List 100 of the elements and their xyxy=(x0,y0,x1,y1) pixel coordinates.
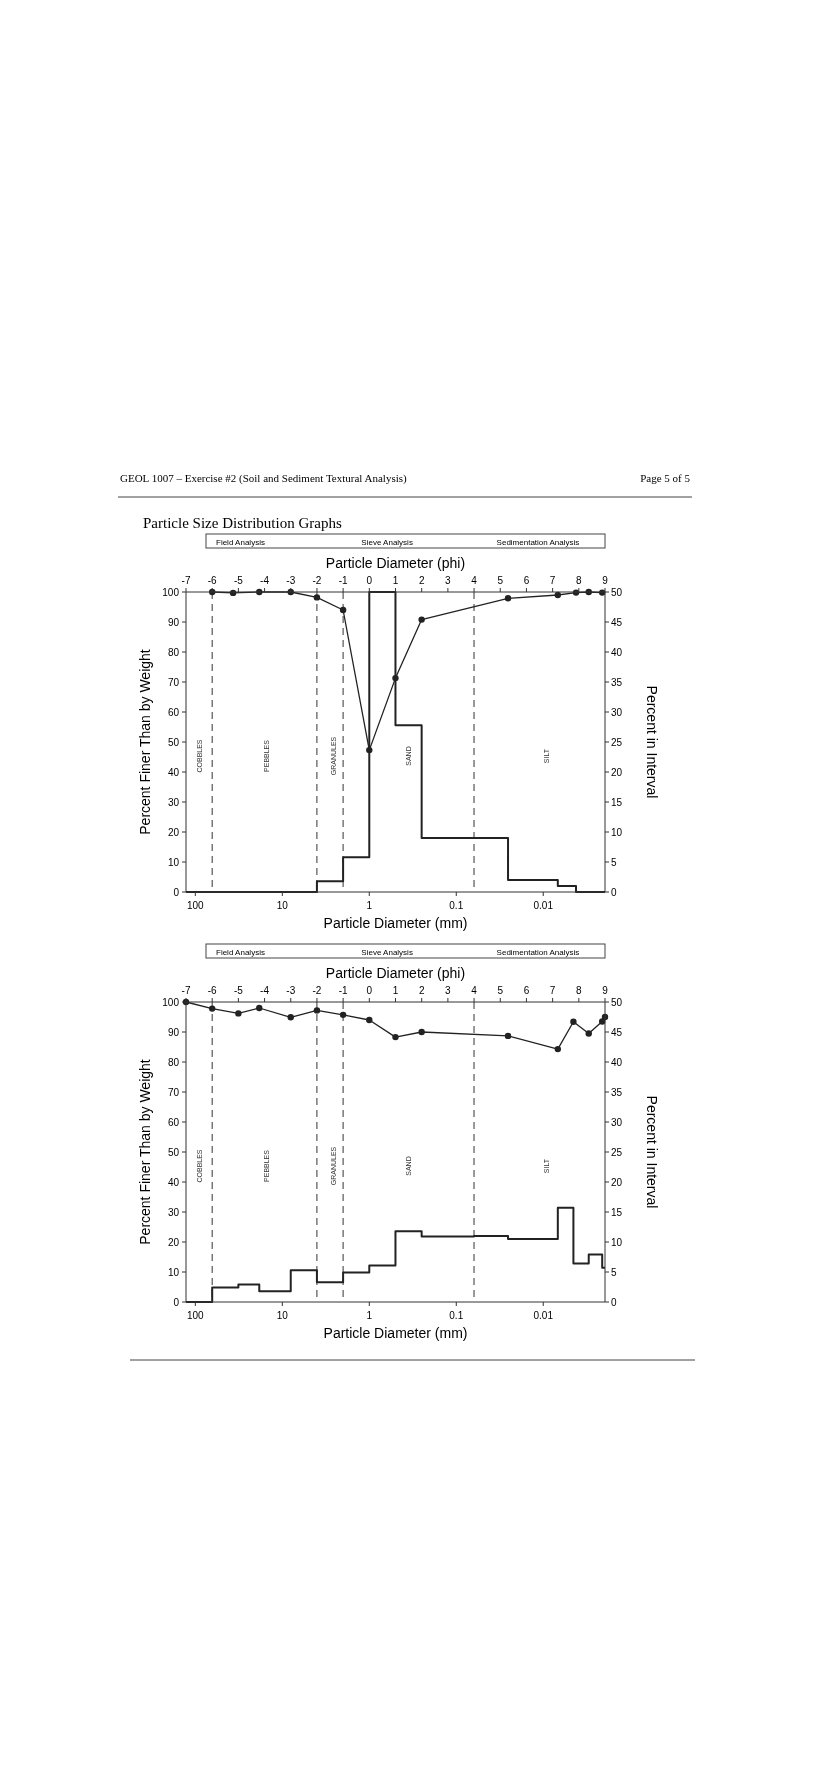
text: Sieve Analysis xyxy=(361,537,413,547)
y2-tick-label: 30 xyxy=(611,706,623,718)
y2-tick-label: 10 xyxy=(611,826,623,838)
x2-tick-label: 8 xyxy=(576,985,583,996)
x2-tick-label: 1 xyxy=(392,575,399,586)
x2-tick-label: 9 xyxy=(602,575,609,586)
y-tick-label: 100 xyxy=(162,996,180,1008)
y2-tick-label: 15 xyxy=(611,796,623,808)
x-tick-label: 0.1 xyxy=(449,1310,464,1321)
x2-axis-title: Particle Diameter (phi) xyxy=(325,555,466,571)
x2-tick-label: -1 xyxy=(338,575,348,586)
x2-tick-label: -3 xyxy=(286,575,296,586)
y-axis-title: Percent Finer Than by Weight xyxy=(137,1059,153,1245)
x2-tick-label: -4 xyxy=(260,985,270,996)
y2-tick-label: 0 xyxy=(611,886,617,898)
x2-tick-label: 6 xyxy=(523,575,530,586)
y-tick-label: 0 xyxy=(173,1296,180,1308)
text: Page 5 of 5 xyxy=(640,472,691,484)
y-tick-label: 100 xyxy=(162,586,180,598)
y-tick-label: 40 xyxy=(167,766,180,778)
y2-tick-label: 35 xyxy=(611,1086,623,1098)
x2-tick-label: 4 xyxy=(471,575,478,586)
x2-tick-label: 5 xyxy=(497,985,504,996)
y-tick-label: 60 xyxy=(167,1116,180,1128)
x2-tick-label: 1 xyxy=(392,985,399,996)
x2-tick-label: 8 xyxy=(576,575,583,586)
y2-tick-label: 40 xyxy=(611,1056,623,1068)
y-tick-label: 90 xyxy=(167,616,180,628)
y2-tick-label: 20 xyxy=(611,1176,623,1188)
x2-tick-label: 3 xyxy=(445,985,452,996)
x2-tick-label: -2 xyxy=(312,985,322,996)
y-axis-title: Percent Finer Than by Weight xyxy=(137,649,153,835)
x2-tick-label: -5 xyxy=(233,985,244,996)
y2-tick-label: 5 xyxy=(611,1266,617,1278)
text: GEOL 1007 – Exercise #2 (Soil and Sediment Textural Analysis) xyxy=(120,472,408,485)
x2-tick-label: 6 xyxy=(523,985,530,996)
x-tick-label: 10 xyxy=(276,900,289,911)
text: Field Analysis xyxy=(216,537,265,547)
x-tick-label: 100 xyxy=(186,1310,205,1321)
y2-tick-label: 25 xyxy=(611,1146,623,1158)
x2-tick-label: 2 xyxy=(418,985,425,996)
x2-tick-label: 2 xyxy=(418,575,425,586)
y2-tick-label: 0 xyxy=(611,1296,617,1308)
text: Sedimentation Analysis xyxy=(496,537,580,547)
x2-tick-label: 9 xyxy=(602,985,609,996)
x2-tick-label: 7 xyxy=(549,985,556,996)
y-tick-label: 30 xyxy=(167,1206,180,1218)
x2-tick-label: -6 xyxy=(207,985,218,996)
x-tick-label: 1 xyxy=(366,900,373,911)
y-tick-label: 90 xyxy=(167,1026,180,1038)
text: Sieve Analysis xyxy=(361,947,413,957)
x2-tick-label: -6 xyxy=(207,575,218,586)
y-tick-label: 20 xyxy=(167,1236,180,1248)
x-axis-title: Particle Diameter (mm) xyxy=(323,915,468,931)
y2-tick-label: 45 xyxy=(611,616,623,628)
text: Field Analysis xyxy=(216,947,265,957)
x2-tick-label: 3 xyxy=(445,575,452,586)
x-tick-label: 100 xyxy=(186,900,205,911)
x-axis-title: Particle Diameter (mm) xyxy=(323,1325,468,1341)
y-tick-label: 80 xyxy=(167,1056,180,1068)
x2-tick-label: -3 xyxy=(286,985,296,996)
y-tick-label: 70 xyxy=(167,1086,180,1098)
y2-tick-label: 50 xyxy=(611,996,623,1008)
y2-tick-label: 35 xyxy=(611,676,623,688)
y2-axis-title: Percent in Interval xyxy=(644,1095,660,1209)
y-tick-label: 70 xyxy=(167,676,180,688)
x2-tick-label: -7 xyxy=(181,575,191,586)
x2-tick-label: -1 xyxy=(338,985,348,996)
x2-tick-label: 7 xyxy=(549,575,556,586)
x2-tick-label: -2 xyxy=(312,575,322,586)
y-tick-label: 80 xyxy=(167,646,180,658)
y-tick-label: 20 xyxy=(167,826,180,838)
chart-title: Particle Size Distribution Graphs xyxy=(143,515,342,531)
y2-tick-label: 5 xyxy=(611,856,617,868)
y2-tick-label: 20 xyxy=(611,766,623,778)
x2-tick-label: 0 xyxy=(366,575,373,586)
y-tick-label: 10 xyxy=(167,856,180,868)
y2-tick-label: 45 xyxy=(611,1026,623,1038)
y2-axis-title: Percent in Interval xyxy=(644,685,660,799)
x2-tick-label: 5 xyxy=(497,575,504,586)
y-tick-label: 50 xyxy=(167,736,180,748)
text: Sedimentation Analysis xyxy=(496,947,580,957)
x2-axis-title: Particle Diameter (phi) xyxy=(325,965,466,981)
x2-tick-label: -4 xyxy=(260,575,270,586)
y-tick-label: 30 xyxy=(167,796,180,808)
y2-tick-label: 25 xyxy=(611,736,623,748)
x2-tick-label: -7 xyxy=(181,985,191,996)
x-tick-label: 10 xyxy=(276,1310,289,1321)
y2-tick-label: 30 xyxy=(611,1116,623,1128)
y2-tick-label: 40 xyxy=(611,646,623,658)
x-tick-label: 1 xyxy=(366,1310,373,1321)
y-tick-label: 50 xyxy=(167,1146,180,1158)
x-tick-label: 0.01 xyxy=(533,1310,554,1321)
y-tick-label: 60 xyxy=(167,706,180,718)
y-tick-label: 40 xyxy=(167,1176,180,1188)
y-tick-label: 10 xyxy=(167,1266,180,1278)
y2-tick-label: 15 xyxy=(611,1206,623,1218)
x2-tick-label: -5 xyxy=(233,575,244,586)
x2-tick-label: 0 xyxy=(366,985,373,996)
x-tick-label: 0.01 xyxy=(533,900,554,911)
